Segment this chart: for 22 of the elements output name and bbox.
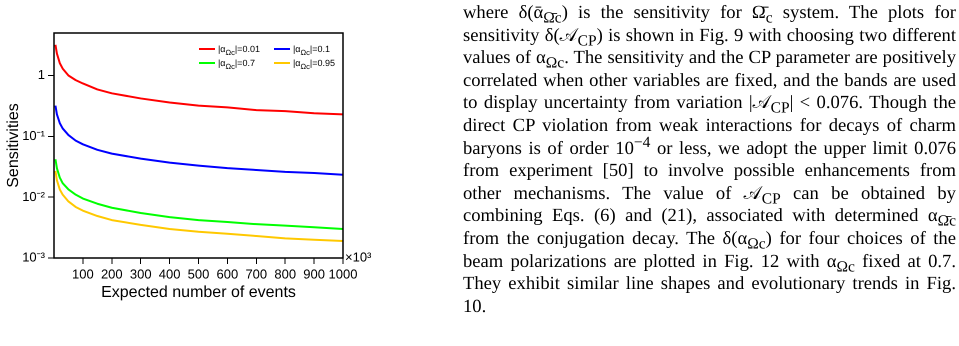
text: where δ(ᾱ$_{Ω̄c}$) is the sensitivity for Ω̄$_{c}$ system. The plots for sensitivity δ(𝒜$_{CP}$) is shown in Fig. 9 with choosing two different values of α$_{Ωc}$. The sensitivity and the CP parameter are positively correlated when other variables are fixed, and the bands are used to display uncertainty from variation |𝒜$_{CP}$| < 0.076. Though the direct CP violation from weak interactions for decays of charm baryons is of order 10$^{−4}$ or less, we adopt the upper limit 0.076 from experiment [50] to involve possible enhancements from other mechanisms. The value of 𝒜$_{CP}$ can be obtained by combining Eqs. (6) and (21), associated with determined α$_{Ω̄c}$ from the conjugation decay. The δ(α$_{Ωc}$) for four choices of the beam polarizations are plotted in Fig. 12 with α$_{Ωc}$ fixed at 0.7. They exhibit similar line shapes and evolutionary trends in Fig. 10. [463,2,956,317]
y-tick-label: 10⁻¹ [22,128,46,143]
legend-label: |α$_{Ωc}$|=0.1 [292,44,330,57]
legend-label: |α$_{Ωc}$|=0.7 [218,58,255,71]
text: ×10³ [345,250,372,265]
x-tick-label: 300 [130,266,152,282]
x-tick-label: 800 [274,266,296,282]
x-tick-label: 900 [303,266,325,282]
x-tick-label: 500 [188,266,210,282]
x-axis-title: Expected number of events [101,284,296,301]
x-tick-label: 100 [72,266,94,282]
y-tick-label: 1 [38,67,45,82]
y-tick-label: 10⁻² [22,188,46,204]
legend-label: |α$_{Ωc}$|=0.95 [292,58,335,71]
x-tick-label: 1000 [328,266,358,282]
x-tick-label: 400 [158,266,180,282]
legend-label: |α$_{Ωc}$|=0.01 [218,44,260,57]
x-tick-label: 200 [100,266,123,282]
y-axis-title: Sensitivities [5,103,22,188]
x-tick-label: 600 [216,266,238,282]
x-tick-label: 700 [245,266,268,282]
y-tick-label: 10⁻³ [22,250,46,265]
